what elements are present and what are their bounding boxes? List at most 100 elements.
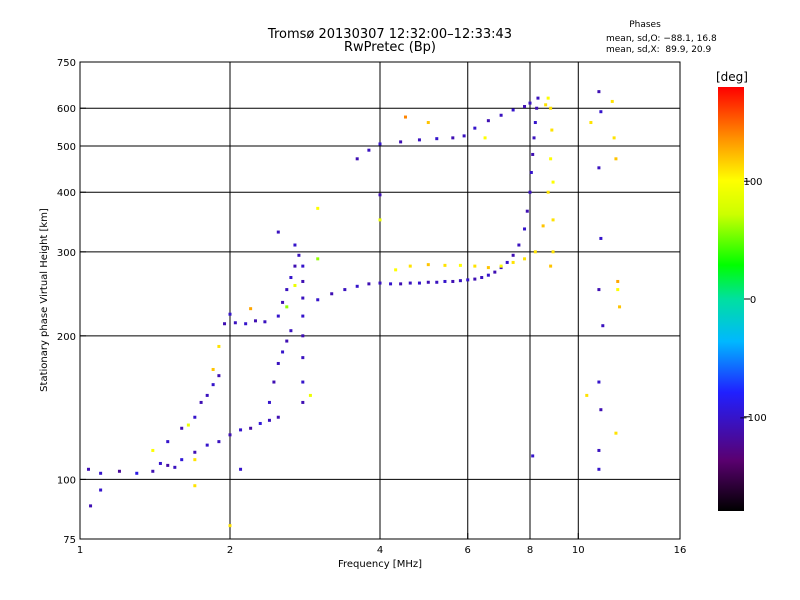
- data-point: [301, 314, 305, 318]
- data-point: [599, 110, 603, 114]
- data-point: [355, 157, 359, 161]
- data-point: [473, 277, 477, 281]
- data-point: [601, 324, 605, 328]
- data-point: [551, 218, 555, 222]
- data-point: [281, 350, 285, 354]
- data-point: [272, 380, 276, 384]
- data-point: [517, 243, 521, 247]
- data-point: [533, 250, 537, 254]
- data-point: [239, 467, 243, 471]
- data-point: [585, 393, 589, 397]
- x-tick-label: 8: [527, 545, 533, 556]
- data-point: [263, 320, 267, 324]
- data-point: [193, 484, 197, 488]
- y-tick-label: 400: [57, 188, 76, 199]
- data-point: [289, 329, 293, 333]
- phase-stats-o: mean, sd,O: −88.1, 16.8: [606, 34, 717, 44]
- x-tick-label: 1: [77, 545, 83, 556]
- data-point: [394, 268, 398, 272]
- data-point: [541, 224, 545, 228]
- data-point: [316, 298, 320, 302]
- data-point: [249, 426, 253, 430]
- data-point: [99, 488, 103, 492]
- data-point: [276, 415, 280, 419]
- data-point: [301, 380, 305, 384]
- data-point: [528, 101, 532, 105]
- y-tick-label: 500: [57, 142, 76, 153]
- data-point: [151, 448, 155, 452]
- data-point: [239, 428, 243, 432]
- data-point: [151, 469, 155, 473]
- data-point: [435, 137, 439, 141]
- data-point: [293, 243, 297, 247]
- data-point: [173, 465, 177, 469]
- data-point: [166, 463, 170, 467]
- data-point: [597, 166, 601, 170]
- data-point: [389, 282, 393, 286]
- data-point: [158, 461, 162, 465]
- data-point: [293, 264, 297, 268]
- data-point: [426, 121, 430, 125]
- data-point: [473, 126, 477, 130]
- data-point: [180, 458, 184, 462]
- data-point: [462, 134, 466, 138]
- y-tick-label: 100: [57, 475, 76, 486]
- data-point: [293, 283, 297, 287]
- x-tick-label: 6: [465, 545, 471, 556]
- data-point: [285, 288, 289, 292]
- data-point: [458, 279, 462, 283]
- data-point: [544, 103, 548, 107]
- chart-subtitle: RwPretec (Bp): [343, 40, 437, 55]
- data-point: [193, 450, 197, 454]
- data-point: [614, 157, 618, 161]
- data-point: [343, 288, 347, 292]
- y-tick-label: 600: [57, 104, 76, 115]
- data-point: [249, 307, 253, 311]
- data-point: [276, 361, 280, 365]
- data-point: [399, 282, 403, 286]
- data-point: [308, 393, 312, 397]
- data-point: [297, 253, 301, 257]
- data-point: [417, 138, 421, 142]
- data-point: [408, 264, 412, 268]
- data-point: [316, 257, 320, 261]
- data-point: [480, 276, 484, 280]
- data-point: [523, 257, 527, 261]
- data-point: [193, 415, 197, 419]
- data-point: [378, 281, 382, 285]
- data-point: [253, 319, 257, 323]
- data-point: [193, 458, 197, 462]
- data-point: [285, 305, 289, 309]
- data-point: [458, 263, 462, 267]
- colorbar-unit: [deg]: [716, 70, 748, 84]
- data-point: [511, 108, 515, 112]
- data-point: [99, 471, 103, 475]
- data-point: [616, 279, 620, 283]
- data-point: [549, 157, 553, 161]
- data-point: [486, 119, 490, 123]
- data-point: [523, 105, 527, 109]
- data-point: [528, 190, 532, 194]
- data-point: [551, 250, 555, 254]
- data-point: [612, 136, 616, 140]
- data-point: [378, 142, 382, 146]
- data-point: [597, 288, 601, 292]
- data-point: [435, 280, 439, 284]
- x-tick-label: 2: [227, 545, 233, 556]
- data-point: [531, 454, 535, 458]
- data-point: [186, 423, 190, 427]
- data-point: [217, 374, 221, 378]
- x-tick-label: 4: [377, 545, 383, 556]
- data-point: [301, 400, 305, 404]
- colorbar-tick-label: 100: [743, 177, 762, 188]
- data-point: [599, 236, 603, 240]
- data-point: [258, 421, 262, 425]
- data-point: [549, 264, 553, 268]
- data-point: [597, 90, 601, 94]
- data-point: [473, 264, 477, 268]
- y-tick-label: 200: [57, 332, 76, 343]
- y-tick-label: 75: [63, 535, 76, 546]
- colorbar-ticks: 100 0 −100: [739, 177, 766, 424]
- data-point: [493, 270, 497, 274]
